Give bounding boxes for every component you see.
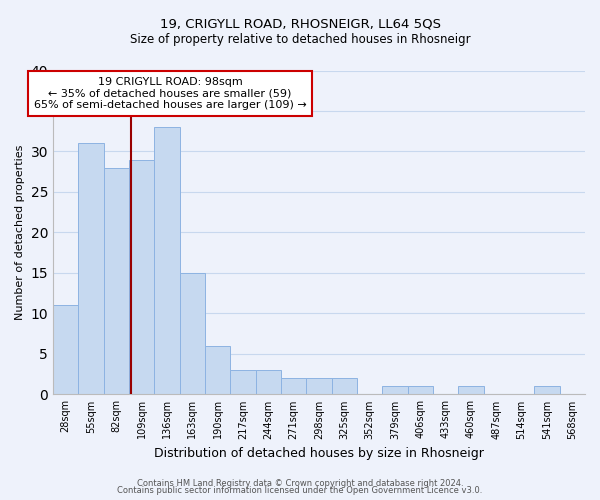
Bar [281, 378, 307, 394]
Text: Contains public sector information licensed under the Open Government Licence v3: Contains public sector information licen… [118, 486, 482, 495]
Bar [382, 386, 407, 394]
Bar [535, 386, 560, 394]
Bar [53, 306, 79, 394]
Text: Size of property relative to detached houses in Rhosneigr: Size of property relative to detached ho… [130, 32, 470, 46]
Bar [154, 127, 179, 394]
Bar [129, 160, 154, 394]
Bar [407, 386, 433, 394]
Text: Contains HM Land Registry data © Crown copyright and database right 2024.: Contains HM Land Registry data © Crown c… [137, 478, 463, 488]
Bar [458, 386, 484, 394]
Bar [332, 378, 357, 394]
Bar [179, 273, 205, 394]
Y-axis label: Number of detached properties: Number of detached properties [15, 145, 25, 320]
Text: 19, CRIGYLL ROAD, RHOSNEIGR, LL64 5QS: 19, CRIGYLL ROAD, RHOSNEIGR, LL64 5QS [160, 18, 440, 30]
Text: 19 CRIGYLL ROAD: 98sqm
← 35% of detached houses are smaller (59)
65% of semi-det: 19 CRIGYLL ROAD: 98sqm ← 35% of detached… [34, 77, 307, 110]
Bar [230, 370, 256, 394]
Bar [256, 370, 281, 394]
Bar [79, 144, 104, 394]
Bar [307, 378, 332, 394]
Bar [104, 168, 129, 394]
Bar [205, 346, 230, 395]
X-axis label: Distribution of detached houses by size in Rhosneigr: Distribution of detached houses by size … [154, 447, 484, 460]
